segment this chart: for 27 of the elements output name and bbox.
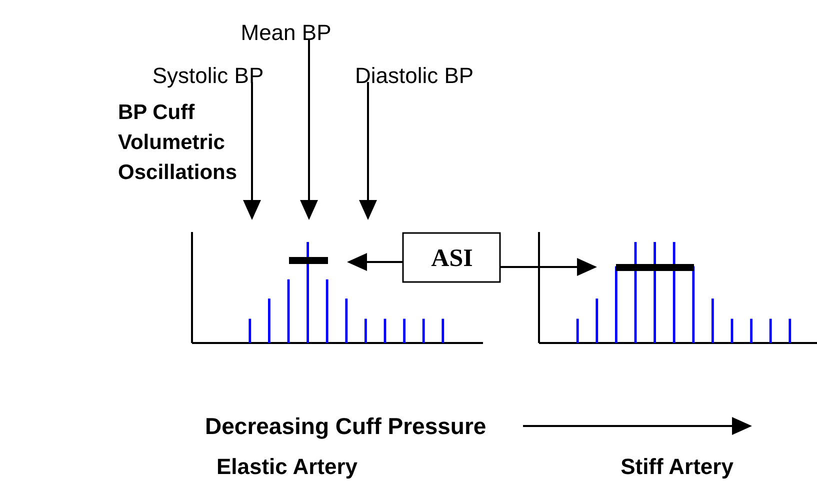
bar [364, 318, 367, 343]
bar [248, 318, 252, 343]
bar [268, 298, 270, 343]
text: Diastolic BP [355, 63, 474, 88]
bar [596, 298, 598, 343]
bar [672, 242, 676, 343]
bar [442, 318, 444, 343]
y-axis-title: BP Cuff Volumetric Oscillations [118, 101, 238, 184]
bar [615, 266, 618, 343]
bar [326, 279, 328, 343]
bar [788, 318, 792, 343]
text: Mean BP [240, 20, 332, 45]
text: Systolic BP [152, 63, 264, 88]
bar [750, 318, 752, 343]
bar [403, 318, 406, 343]
bar [576, 318, 579, 343]
x-axis-title: Elastic Artery [216, 454, 358, 479]
bar [654, 242, 656, 343]
bar [345, 298, 348, 343]
bar [306, 242, 309, 343]
bar [769, 318, 772, 343]
x-axis-title: Stiff Artery [620, 454, 734, 479]
bar [712, 298, 714, 343]
text: Decreasing Cuff Pressure [205, 413, 486, 439]
bar [692, 266, 695, 343]
bar [422, 318, 425, 343]
annotation: ASI [431, 245, 473, 272]
